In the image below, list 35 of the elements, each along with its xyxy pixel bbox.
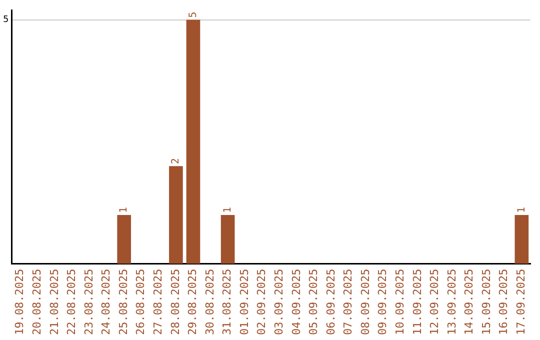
x-tick-label: 06.09.2025 <box>324 268 338 336</box>
x-tick-label: 26.08.2025 <box>134 268 148 336</box>
x-tick-label: 31.08.2025 <box>220 268 234 336</box>
x-tick-label: 28.08.2025 <box>168 268 182 336</box>
x-tick-label: 27.08.2025 <box>152 268 165 336</box>
x-tick-label: 10.09.2025 <box>394 268 407 336</box>
x-tick-label: 09.09.2025 <box>376 268 390 336</box>
x-tick-label: 20.08.2025 <box>30 268 44 336</box>
x-tick-label: 19.08.2025 <box>13 268 26 336</box>
x-tick-label: 11.09.2025 <box>410 268 424 336</box>
x-tick-label: 17.09.2025 <box>514 268 528 336</box>
x-tick-label: 15.09.2025 <box>480 268 493 336</box>
x-tick-label: 14.09.2025 <box>462 268 476 336</box>
data-label: 1 <box>516 206 528 213</box>
x-tick-label: 30.08.2025 <box>203 268 216 336</box>
data-label: 1 <box>222 206 234 213</box>
x-tick-label: 01.09.2025 <box>238 268 251 336</box>
x-tick-label: 29.08.2025 <box>186 268 200 336</box>
x-tick-label: 16.09.2025 <box>497 268 510 336</box>
data-label: 2 <box>170 158 182 164</box>
x-tick-label: 03.09.2025 <box>272 268 286 336</box>
x-tick-label: 02.09.2025 <box>255 268 268 336</box>
x-tick-label: 07.09.2025 <box>342 268 355 336</box>
x-tick-label: 05.09.2025 <box>307 268 320 336</box>
x-tick-label: 23.08.2025 <box>82 268 96 336</box>
x-tick-label: 25.08.2025 <box>116 268 130 336</box>
x-tick-label: 12.09.2025 <box>428 268 442 336</box>
x-tick-label: 13.09.2025 <box>445 268 458 336</box>
x-tick-label: 22.08.2025 <box>65 268 78 336</box>
x-tick-label: 24.08.2025 <box>100 268 113 336</box>
x-tick-label: 08.09.2025 <box>358 268 372 336</box>
x-tick-label: 04.09.2025 <box>290 268 303 336</box>
x-tick-label: 21.08.2025 <box>48 268 61 336</box>
data-label: 1 <box>118 206 130 213</box>
data-label: 5 <box>188 12 199 18</box>
